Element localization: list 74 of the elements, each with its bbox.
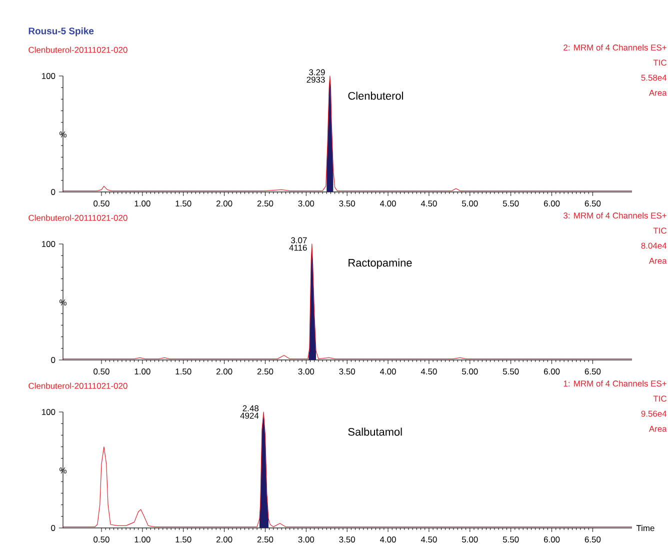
x-tick-label: 4.50: [420, 368, 437, 374]
x-tick-label: 5.50: [502, 536, 519, 542]
x-tick-label: 1.00: [134, 368, 150, 374]
x-tick-label: 3.00: [298, 368, 314, 374]
x-tick-label: 6.50: [584, 200, 601, 206]
text: Clenbuterol-20111021-020: [28, 382, 128, 389]
annotation: 4924: [240, 412, 259, 419]
y-tick-label: 0: [51, 188, 56, 195]
annotation: 2.48: [242, 405, 259, 412]
x-tick-label: 0.50: [94, 536, 110, 542]
x-tick-label: 2.00: [216, 368, 232, 374]
x-tick-label: 2.50: [257, 368, 274, 374]
x-tick-label: 3.00: [298, 536, 314, 542]
x-tick-label: 1.50: [176, 368, 192, 374]
x-tick-label: 1.00: [134, 200, 150, 206]
y-tick-label: 0: [51, 524, 56, 531]
x-tick-label: 2.00: [216, 536, 232, 542]
text: 3: MRM of 4 Channels ES+: [564, 212, 666, 219]
y-tick-label: 100: [42, 240, 56, 247]
text: 9.56e4: [641, 410, 667, 417]
text: Area: [648, 258, 667, 264]
text: 5.58e4: [641, 74, 667, 81]
x-tick-label: 5.00: [462, 368, 478, 374]
x-tick-label: 5.00: [462, 536, 478, 542]
x-tick-label: 6.00: [544, 536, 560, 542]
x-tick-label: 3.50: [339, 536, 356, 542]
text: Area: [648, 426, 667, 432]
annotation: Ractopamine: [348, 258, 412, 269]
text: TIC: [653, 396, 666, 402]
annotation: Salbutamol: [348, 428, 402, 436]
y-tick-label: 0: [51, 356, 56, 363]
text: 8.04e4: [641, 242, 667, 249]
x-tick-label: 0.50: [94, 200, 110, 206]
text: Area: [648, 90, 667, 96]
chart-title: Rousu-5 Spike: [28, 27, 94, 36]
x-tick-label: 6.50: [584, 536, 601, 542]
x-tick-label: 4.00: [380, 200, 396, 206]
x-tick-label: 2.50: [257, 200, 274, 206]
x-tick-label: 5.50: [502, 200, 519, 206]
x-tick-label: 0.50: [94, 368, 110, 374]
x-tick-label: 3.50: [339, 368, 356, 374]
text: TIC: [653, 228, 666, 234]
text: 2: MRM of 4 Channels ES+: [564, 44, 666, 51]
x-tick-label: 2.00: [216, 200, 232, 206]
text: TIC: [653, 60, 666, 66]
x-tick-label: 4.00: [380, 368, 396, 374]
x-tick-label: 1.00: [134, 536, 150, 542]
annotation: 4116: [289, 244, 307, 251]
annotation: 3.07: [291, 237, 307, 244]
y-axis-title: %: [60, 468, 66, 474]
x-tick-label: 5.50: [502, 368, 519, 374]
annotation: 2933: [306, 76, 325, 83]
text: Clenbuterol-20111021-020: [28, 214, 128, 221]
text: Clenbuterol-20111021-020: [28, 46, 128, 53]
x-tick-label: 5.00: [462, 200, 478, 206]
x-tick-label: 4.00: [380, 536, 396, 542]
y-axis-title: %: [60, 132, 66, 138]
x-tick-label: 6.00: [544, 368, 560, 374]
text: 1: MRM of 4 Channels ES+: [564, 380, 666, 387]
x-tick-label: 4.50: [420, 536, 437, 542]
x-tick-label: 2.50: [257, 536, 274, 542]
annotation: 3.29: [309, 69, 325, 76]
x-tick-label: 3.50: [339, 200, 356, 206]
x-tick-label: 6.50: [584, 368, 601, 374]
y-tick-label: 100: [42, 72, 56, 79]
x-tick-label: 3.00: [298, 200, 314, 206]
y-axis-title: %: [60, 300, 66, 306]
annotation: Clenbuterol: [348, 92, 404, 100]
x-axis-title: Time: [636, 524, 654, 532]
x-tick-label: 1.50: [176, 200, 192, 206]
y-tick-label: 100: [42, 408, 56, 415]
x-tick-label: 1.50: [176, 536, 192, 542]
x-tick-label: 4.50: [420, 200, 437, 206]
x-tick-label: 6.00: [544, 200, 560, 206]
